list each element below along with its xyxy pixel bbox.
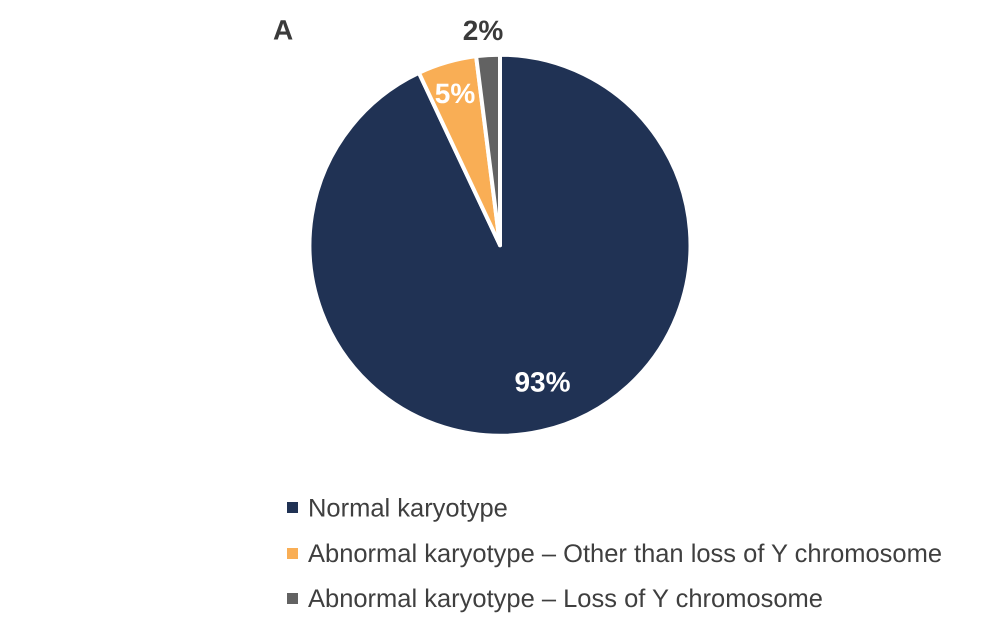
svg-text:2%: 2%	[463, 15, 504, 46]
svg-text:A: A	[273, 15, 293, 46]
svg-text:Abnormal karyotype – Loss of Y: Abnormal karyotype – Loss of Y chromosom…	[308, 585, 823, 613]
svg-text:Abnormal karyotype – Other tha: Abnormal karyotype – Other than loss of …	[308, 540, 942, 568]
svg-text:93%: 93%	[514, 366, 570, 397]
svg-text:5%: 5%	[435, 78, 476, 109]
svg-text:Normal karyotype: Normal karyotype	[308, 495, 508, 523]
